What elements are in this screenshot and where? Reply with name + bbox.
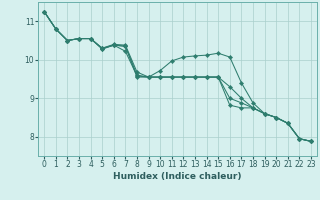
X-axis label: Humidex (Indice chaleur): Humidex (Indice chaleur) [113, 172, 242, 181]
